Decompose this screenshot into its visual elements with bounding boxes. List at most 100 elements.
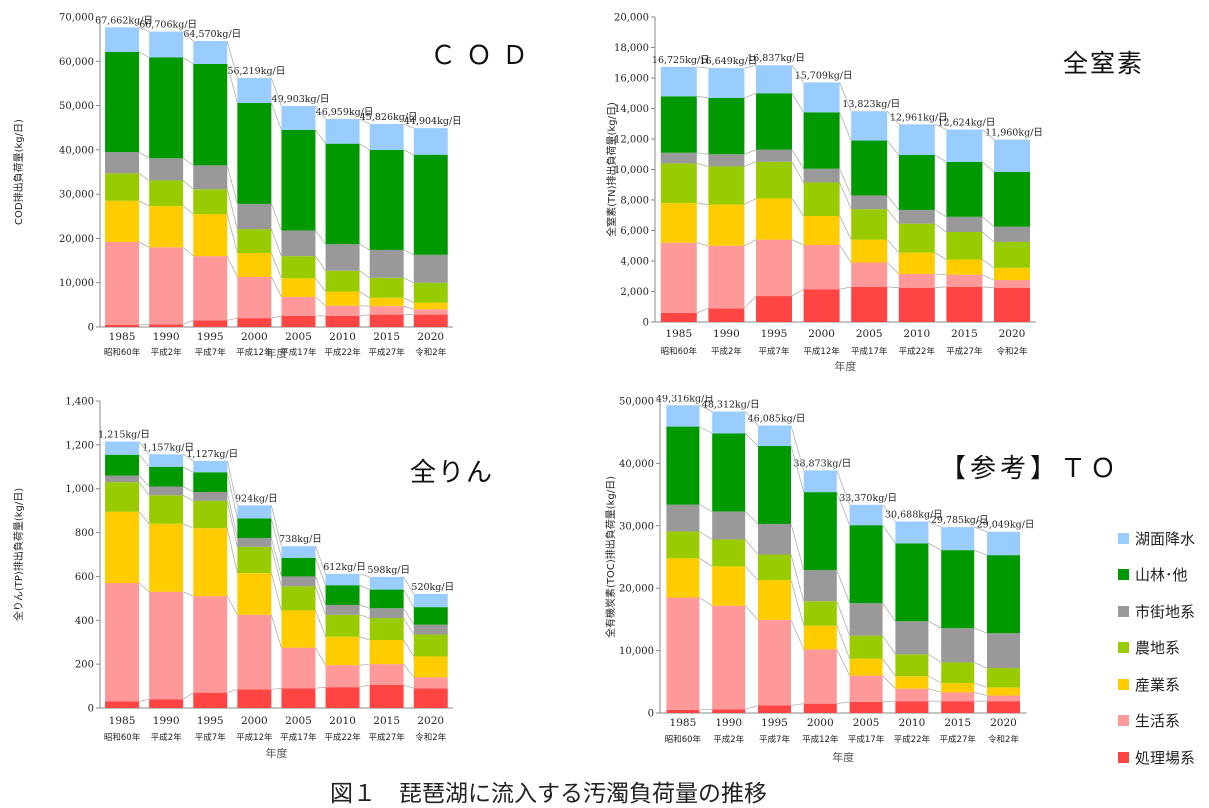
bar-segment [105, 512, 139, 583]
bar-segment [326, 585, 360, 605]
y-tick-label: 400 [75, 616, 94, 627]
bar-segment [712, 709, 745, 713]
x-tick-label: 2020 [990, 717, 1017, 729]
y-tick-label: 30,000 [59, 190, 94, 201]
bar-segment [414, 283, 448, 303]
bar-segment [326, 306, 360, 316]
connector-line [974, 692, 987, 695]
connector-line [935, 210, 947, 217]
bar-segment [850, 505, 883, 525]
bar-segment [149, 454, 183, 466]
figure-caption: 図１ 琵琶湖に流入する汚濁負荷量の推移 [330, 774, 767, 808]
bar-segment [804, 570, 837, 601]
x-tick-label: 1990 [713, 328, 740, 340]
bar-segment [895, 654, 928, 676]
connector-line [271, 316, 281, 318]
x-tick-label: 2000 [807, 717, 834, 729]
x-tick-label: 2020 [417, 331, 444, 343]
bar-segment [237, 318, 271, 327]
x-tick-label: 1985 [670, 717, 697, 729]
x-tick-label: 2005 [285, 331, 312, 343]
bar-segment [987, 701, 1020, 713]
bar-segment [326, 316, 360, 327]
bar-segment [370, 664, 404, 685]
bar-segment [666, 558, 699, 597]
x-tick-sublabel: 平成2年 [151, 732, 182, 743]
connector-line [887, 195, 899, 209]
bar-segment [708, 205, 744, 246]
bar-segment [105, 52, 139, 152]
connector-line [791, 580, 804, 626]
connector-line [183, 158, 193, 165]
x-tick-label: 2010 [329, 331, 356, 343]
bar-segment [758, 425, 791, 445]
connector-line [791, 704, 804, 706]
y-tick-label: 20,000 [59, 234, 94, 245]
connector-line [697, 163, 709, 166]
bar-segment [851, 111, 887, 140]
bar-segment [149, 180, 183, 206]
bar-segment [994, 268, 1030, 280]
connector-line [744, 93, 756, 98]
bar-segment [946, 259, 982, 274]
bar-segment [281, 297, 315, 316]
bar-segment [708, 166, 744, 204]
bar-segment [661, 203, 697, 243]
connector-line [840, 169, 852, 196]
bar-segment [326, 687, 360, 708]
bar-segment [804, 470, 837, 492]
x-tick-label: 1990 [715, 717, 742, 729]
bar-segment [414, 303, 448, 310]
connector-line [928, 654, 941, 662]
connector-line [883, 603, 896, 621]
bar-segment [193, 41, 227, 64]
bar-segment [804, 216, 840, 245]
connector-line [360, 244, 370, 250]
connector-line [227, 214, 237, 253]
connector-line [227, 165, 237, 204]
bar-segment [281, 130, 315, 231]
connector-line [183, 495, 193, 500]
connector-line [315, 278, 325, 291]
x-tick-sublabel: 平成17年 [848, 734, 885, 745]
bar-segment [326, 605, 360, 615]
x-tick-label: 2000 [241, 331, 268, 343]
bar-segment [414, 677, 448, 688]
total-data-label: 13,823kg/日 [842, 99, 900, 110]
total-data-label: 33,370kg/日 [839, 493, 897, 504]
legend-swatch [1118, 533, 1129, 544]
bar-segment [756, 93, 792, 149]
bar-segment [758, 580, 791, 620]
bar-segment [370, 124, 404, 150]
connector-line [404, 298, 414, 303]
y-tick-label: 6,000 [620, 226, 649, 237]
connector-line [887, 287, 899, 288]
connector-line [404, 685, 414, 688]
x-tick-label: 2020 [417, 715, 444, 727]
x-tick-sublabel: 平成17年 [280, 732, 317, 743]
connector-line [183, 206, 193, 214]
bar-segment [370, 685, 404, 708]
x-tick-label: 2005 [856, 328, 883, 340]
connector-line [360, 315, 370, 316]
bar-segment [281, 106, 315, 130]
legend-item-treatment-plant: 処理場系 [1118, 739, 1208, 776]
x-tick-label: 1985 [665, 328, 692, 340]
bar-segment [370, 250, 404, 278]
bar-segment [756, 162, 792, 199]
legend-item-urban: 市街地系 [1118, 593, 1208, 630]
bar-segment [370, 608, 404, 618]
connector-line [837, 570, 850, 603]
connector-line [697, 203, 709, 205]
connector-line [699, 709, 712, 710]
legend-swatch [1118, 606, 1129, 617]
x-tick-label: 1995 [197, 331, 224, 343]
connector-line [227, 689, 237, 692]
y-tick-label: 8,000 [620, 196, 649, 207]
bar-segment [994, 242, 1030, 268]
connector-line [699, 505, 712, 512]
bar-segment [193, 214, 227, 256]
y-tick-label: 50,000 [619, 397, 654, 408]
connector-line [315, 648, 325, 666]
